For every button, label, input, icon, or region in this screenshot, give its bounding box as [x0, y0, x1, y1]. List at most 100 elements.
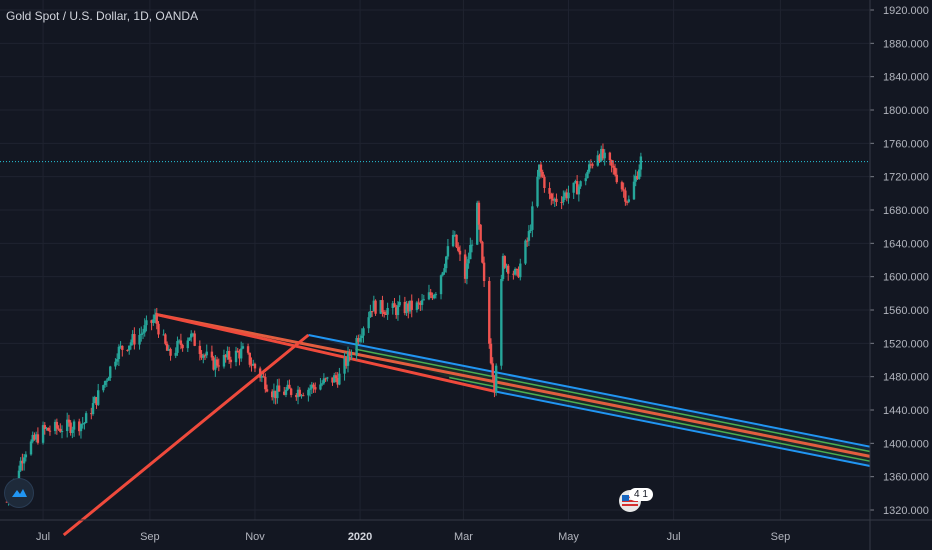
candle-up: [129, 339, 133, 350]
candle-down: [479, 224, 482, 244]
candle-body: [443, 268, 446, 273]
y-tick-label: 1800.000: [883, 105, 929, 117]
candle-up: [465, 256, 469, 285]
candle-down: [59, 423, 62, 433]
candle-up: [494, 363, 498, 396]
candle-up: [527, 225, 531, 246]
candle-body: [632, 181, 636, 200]
candle-down: [47, 427, 50, 432]
candle-body: [470, 244, 474, 246]
y-tick-label: 1640.000: [883, 238, 929, 250]
chart-title: Gold Spot / U.S. Dollar, 1D, OANDA: [6, 9, 199, 23]
candle-down: [258, 366, 262, 382]
candle-down: [212, 355, 215, 371]
candle-body: [615, 174, 618, 183]
candle-body: [603, 152, 606, 159]
candle-up: [596, 150, 600, 167]
candle-up: [358, 334, 362, 344]
candle-up: [360, 328, 363, 343]
y-tick-label: 1520.000: [883, 338, 929, 350]
candle-down: [227, 346, 231, 364]
candle-body: [407, 303, 410, 312]
candle-body: [324, 378, 327, 380]
candle-down: [262, 372, 265, 378]
candle-down: [489, 338, 493, 365]
candle-body: [191, 333, 195, 335]
pitchfork-lower-inner-line: [449, 376, 871, 462]
candle-down: [622, 182, 625, 198]
candle-down: [133, 327, 136, 350]
candle-body: [538, 164, 541, 177]
y-tick-label: 1400.000: [883, 438, 929, 450]
candle-down: [274, 390, 277, 405]
candle-body: [96, 390, 100, 405]
candle-body: [601, 148, 605, 159]
candle-up: [519, 258, 522, 281]
candle-body: [639, 156, 643, 170]
pitchfork-median-line: [154, 312, 871, 458]
candle-body: [634, 175, 637, 182]
candle-body: [391, 303, 394, 309]
candle-body: [186, 340, 189, 349]
candle-up: [627, 195, 631, 204]
candle-body: [55, 421, 59, 429]
time-axis[interactable]: Jul Sep Nov 2020 Mar May Jul Sep: [0, 519, 932, 543]
candle-up: [415, 300, 419, 313]
candle-body: [47, 427, 50, 431]
candle-body: [598, 155, 601, 161]
candle-body: [320, 383, 324, 385]
candle-down: [48, 425, 52, 436]
candle-body: [121, 345, 124, 350]
candle-body: [565, 192, 568, 199]
candle-body: [419, 303, 422, 305]
candle-up: [276, 379, 279, 404]
candle-up: [191, 332, 195, 337]
candle-body: [181, 344, 184, 349]
candle-down: [169, 347, 172, 361]
candle-body: [620, 182, 624, 190]
candle-body: [345, 358, 348, 366]
candle-body: [167, 348, 171, 351]
candle-down: [314, 382, 317, 393]
candle-down: [224, 353, 227, 363]
candle-body: [265, 389, 269, 392]
candle-body: [501, 256, 505, 279]
candle-up: [34, 431, 38, 443]
candle-body: [250, 364, 253, 366]
candle-up: [107, 376, 110, 381]
candle-body: [613, 167, 617, 175]
y-tick-label: 1440.000: [883, 405, 929, 417]
candle-body: [129, 342, 133, 346]
candle-down: [324, 377, 327, 382]
candle-body: [150, 320, 153, 323]
candle-body: [567, 192, 570, 199]
candle-down: [265, 384, 269, 393]
candle-body: [286, 384, 289, 390]
candle-down: [598, 153, 601, 163]
candle-body: [622, 189, 625, 191]
candle-body: [608, 152, 612, 161]
pitchfork-lines[interactable]: [62, 312, 871, 537]
candle-body: [381, 300, 384, 313]
y-tick-label: 1920.000: [883, 5, 929, 17]
candle-up: [396, 300, 400, 321]
candle-body: [500, 278, 503, 366]
price-axis[interactable]: 1320.000 1360.000 1400.000 1440.000 1480.000…: [869, 0, 929, 550]
candle-body: [491, 363, 494, 377]
candle-body: [550, 193, 553, 199]
candle-down: [289, 387, 293, 398]
candle-up: [105, 378, 109, 387]
candle-body: [481, 241, 484, 263]
candle-body: [126, 349, 129, 351]
candle-body: [67, 419, 71, 423]
candle-down: [95, 396, 98, 409]
candle-up: [45, 426, 48, 431]
candle-up: [408, 300, 412, 314]
candle-body: [114, 361, 117, 367]
candle-up: [513, 267, 517, 276]
candle-body: [494, 365, 498, 393]
candle-up: [272, 383, 276, 404]
candle-body: [202, 355, 205, 358]
candle-body: [577, 186, 581, 195]
